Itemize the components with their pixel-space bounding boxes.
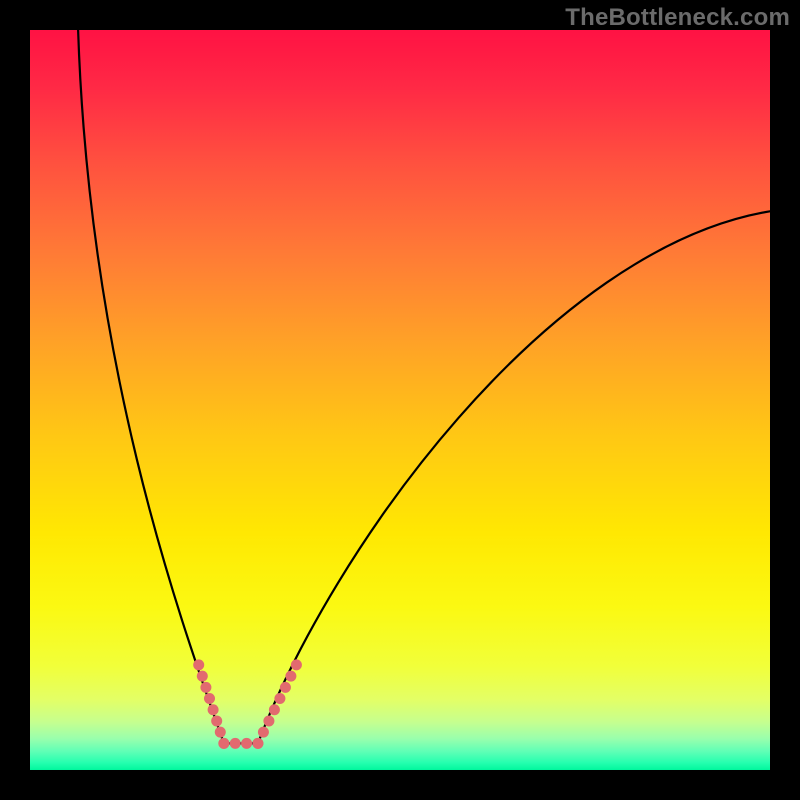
chart-frame: TheBottleneck.com bbox=[0, 0, 800, 800]
plot-area bbox=[30, 30, 770, 770]
watermark-text: TheBottleneck.com bbox=[565, 4, 790, 32]
gradient-background bbox=[30, 30, 770, 770]
chart-svg bbox=[30, 30, 770, 770]
